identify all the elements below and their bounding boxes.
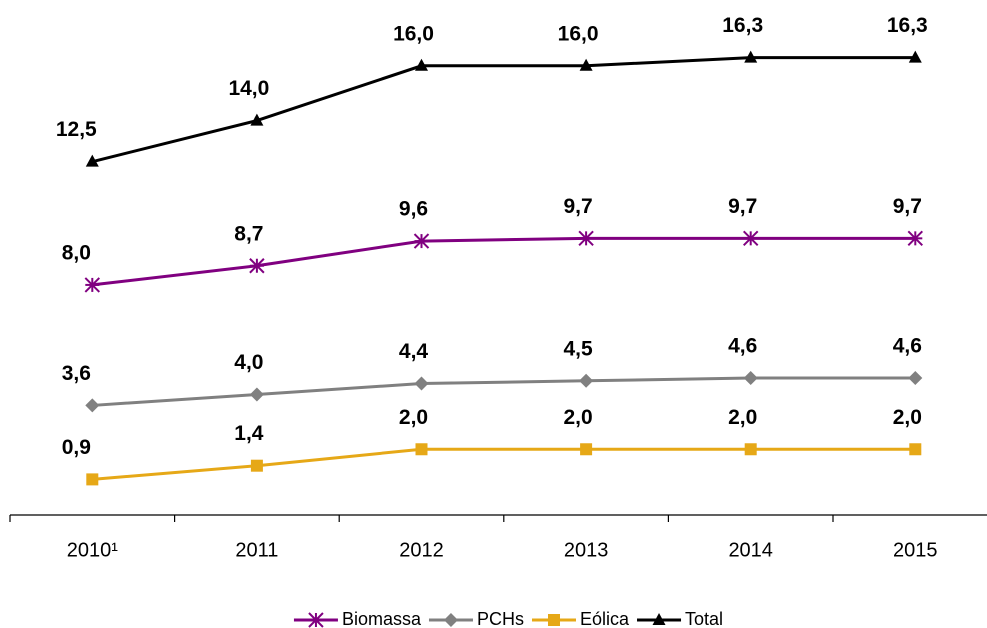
marker [908,371,923,386]
data-label: 12,5 [56,118,97,141]
marker-shape [414,376,429,391]
marker-stroke [578,230,594,247]
marker-shape [443,613,458,627]
marker-stroke [413,233,430,249]
data-label: 8,0 [62,241,91,264]
marker-shape [85,398,100,413]
x-tick-label: 2010¹ [67,539,118,561]
series-line [92,236,916,287]
data-label: 4,0 [234,351,263,374]
marker-shape [547,614,560,626]
marker-shape [249,387,264,402]
legend-label: Eólica [580,609,630,628]
series-line [92,447,916,481]
marker-shape [908,50,922,63]
legend-label: Biomassa [342,609,422,628]
data-label: 8,7 [234,222,263,245]
marker-stroke [907,230,924,247]
marker-shape [85,154,99,167]
marker-stroke [742,230,759,247]
marker [578,230,594,247]
marker [744,443,757,456]
marker-shape [415,443,428,456]
marker [744,50,758,63]
legend-label: PCHs [477,609,524,628]
data-label: 16,3 [722,14,763,37]
x-tick-label: 2015 [893,539,938,561]
marker [415,443,428,456]
x-tick-label: 2013 [564,539,609,561]
data-label: 2,0 [399,406,428,429]
marker-shape [250,459,263,472]
marker-shape [652,613,666,625]
marker-shape [580,443,593,456]
marker [85,154,99,167]
data-label: 9,7 [893,195,922,218]
marker [580,443,593,456]
marker [907,230,924,247]
marker [413,233,430,249]
marker [908,50,922,63]
data-label: 16,0 [393,22,434,45]
data-label: 9,7 [563,195,592,218]
marker [743,371,758,386]
marker [414,376,429,391]
data-label: 16,3 [887,14,928,37]
data-label: 16,0 [558,22,599,45]
marker [250,459,263,472]
data-label: 2,0 [563,406,592,429]
legend-label: Total [685,609,723,628]
marker-shape [250,113,264,126]
x-tick-label: 2014 [728,539,773,561]
marker [547,614,560,626]
marker [249,387,264,402]
marker [909,443,922,456]
marker [579,58,593,71]
marker [443,613,458,627]
data-label: 14,0 [228,77,269,100]
marker-shape [579,373,594,388]
x-tick-label: 2012 [399,539,444,561]
x-tick-label: 2011 [235,539,278,561]
data-label: 9,7 [728,195,757,218]
data-label: 4,4 [399,340,429,363]
marker-shape [86,473,99,486]
marker [308,612,324,628]
marker-shape [908,371,923,386]
data-label: 2,0 [893,406,922,429]
data-label: 2,0 [728,406,757,429]
legend: Biomassa PCHs Eólica Total [293,609,723,628]
marker-shape [579,58,593,71]
marker-shape [415,58,428,71]
marker-shape [909,443,922,456]
data-label: 0,9 [62,436,91,459]
data-label: 1,4 [234,422,264,445]
marker [86,473,99,486]
marker-shape [743,371,758,386]
series-line [92,376,916,407]
marker-shape [744,50,758,63]
marker [579,373,594,388]
marker [84,277,101,293]
series-line [91,56,916,164]
marker-stroke [308,612,324,628]
marker-shape [744,443,757,456]
marker [415,58,428,71]
marker-stroke [249,258,265,274]
marker [652,613,666,625]
data-label: 9,6 [399,198,428,221]
marker [249,258,265,274]
data-label: 4,5 [563,337,593,360]
data-label: 3,6 [62,362,91,385]
marker-stroke [84,277,101,293]
data-label: 4,6 [893,335,922,358]
data-label: 4,6 [728,335,757,358]
marker [742,230,759,247]
marker [85,398,100,413]
marker [250,113,264,126]
